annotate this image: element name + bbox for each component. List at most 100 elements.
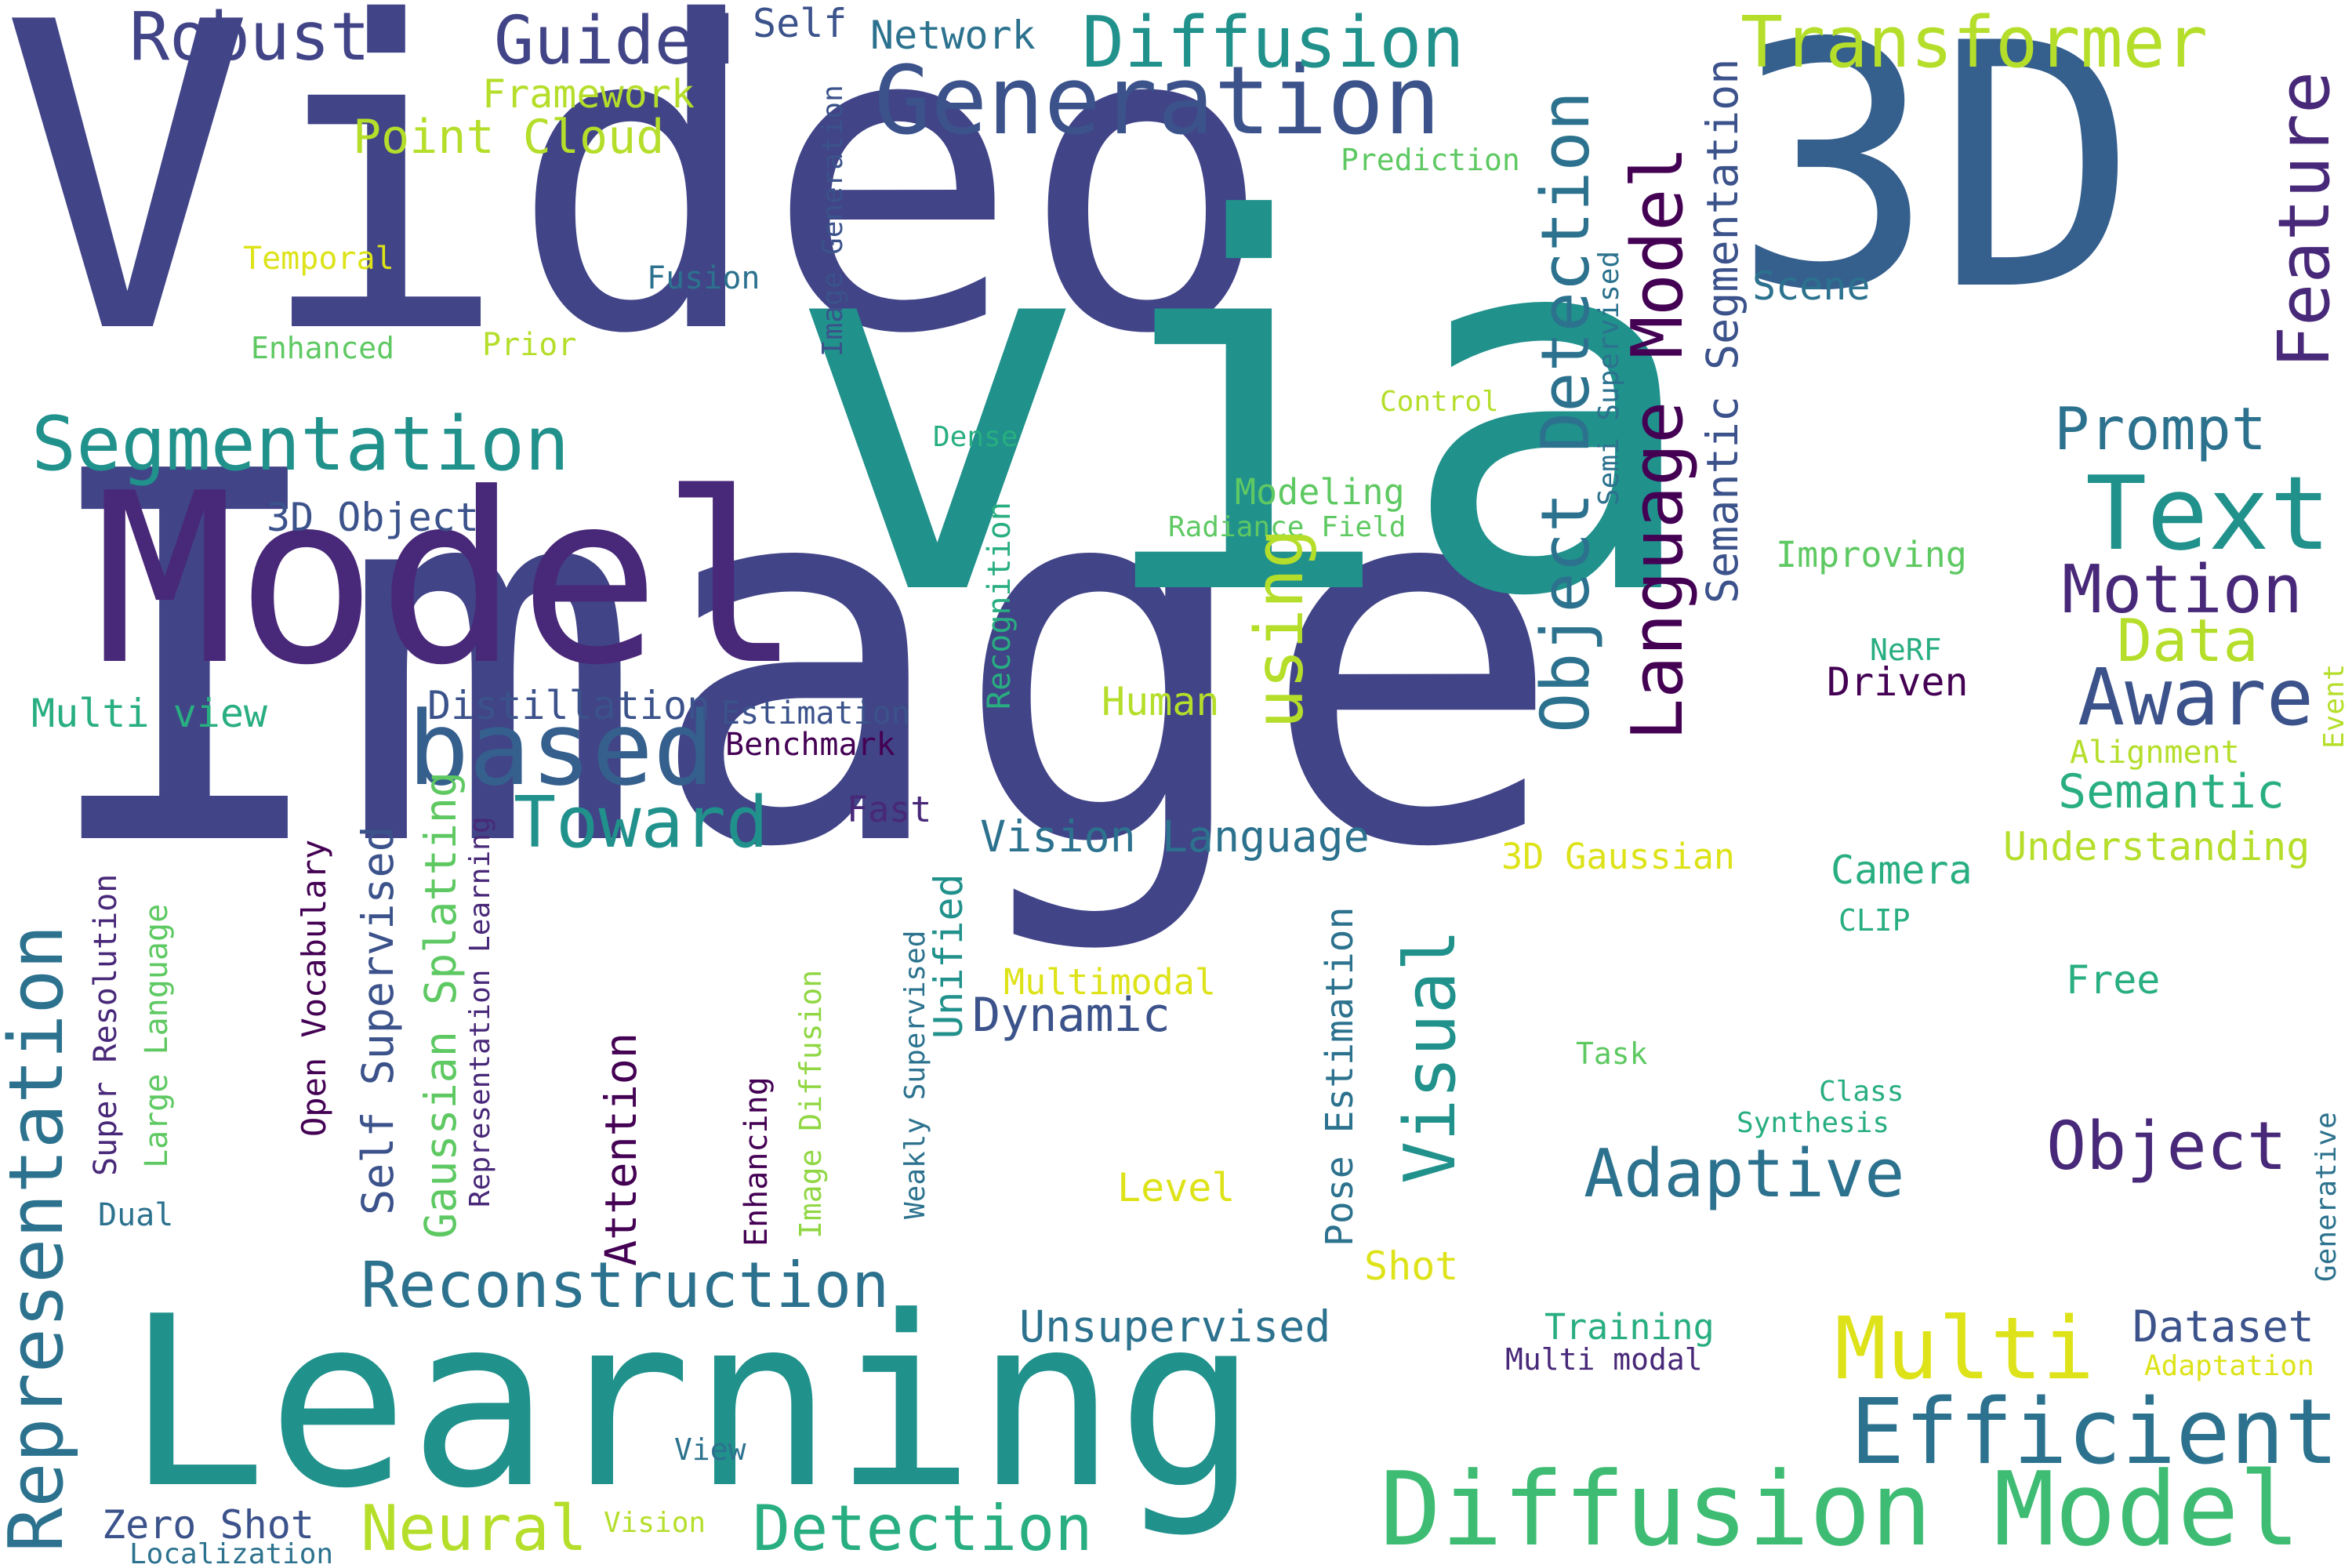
word-human: Human: [1102, 679, 1220, 724]
word-pose-estimation: Pose Estimation: [1318, 906, 1362, 1247]
word-understanding: Understanding: [2003, 824, 2310, 869]
word-feature: Feature: [2263, 71, 2346, 368]
word-vision-language: Vision Language: [980, 811, 1370, 862]
word-synthesis: Synthesis: [1737, 1107, 1890, 1139]
word-image-diffusion: Image Diffusion: [793, 969, 828, 1239]
word-transformer: Transformer: [1740, 2, 2209, 84]
word-reconstruction: Reconstruction: [361, 1249, 890, 1322]
word-attention: Attention: [596, 1032, 646, 1266]
word-training: Training: [1544, 1306, 1715, 1348]
word-fusion: Fusion: [647, 260, 760, 296]
word-benchmark: Benchmark: [725, 727, 895, 763]
word-network: Network: [870, 13, 1036, 58]
word-driven: Driven: [1827, 659, 1969, 705]
word-semi-supervised: Semi Supervised: [1593, 250, 1625, 506]
word-detection: Detection: [753, 1492, 1093, 1565]
word-data: Data: [2117, 606, 2259, 675]
word-image-generation: Image Generation: [817, 85, 849, 357]
word-improving: Improving: [1776, 534, 1967, 575]
word-generation: Generation: [874, 47, 1441, 156]
word-gaussian-splatting: Gaussian Splatting: [416, 771, 466, 1239]
word-dense: Dense: [933, 421, 1018, 453]
word-enhanced: Enhanced: [251, 331, 395, 365]
word-distillation: Distillation: [427, 683, 711, 728]
word-unified: Unified: [926, 873, 971, 1039]
word-toward: Toward: [514, 782, 769, 864]
word-dual: Dual: [98, 1197, 174, 1233]
word-semantic: Semantic: [2058, 764, 2285, 819]
word-prompt: Prompt: [2054, 394, 2267, 463]
word-3d-object: 3D Object: [267, 495, 479, 540]
word-neural: Neural: [361, 1492, 587, 1565]
word-using: using: [1241, 528, 1319, 729]
word-event: Event: [2318, 663, 2350, 749]
word-segmentation: Segmentation: [31, 401, 570, 488]
word-aware: Aware: [2078, 652, 2314, 743]
word-unsupervised: Unsupervised: [1019, 1301, 1331, 1352]
word-object-detection: Object Detection: [1527, 91, 1605, 733]
word-adaptive: Adaptive: [1584, 1135, 1905, 1213]
word-adaptation: Adaptation: [2144, 1350, 2314, 1382]
word-zero-shot: Zero Shot: [102, 1502, 314, 1548]
word-class: Class: [1819, 1076, 1904, 1108]
word-based: based: [408, 689, 715, 808]
word-radiance-field: Radiance Field: [1168, 511, 1406, 543]
word-clip: CLIP: [1838, 903, 1911, 938]
word-object: Object: [2046, 1108, 2288, 1185]
word-scene: Scene: [1752, 263, 1871, 309]
word-via: via: [784, 115, 1704, 708]
word-weakly-supervised: Weakly Supervised: [899, 930, 931, 1219]
word-view: View: [674, 1432, 746, 1467]
word-image: Image: [31, 366, 1566, 959]
word-representation-learning: Representation Learning: [464, 816, 496, 1208]
word-representation: Representation: [0, 924, 80, 1552]
word-level: Level: [1117, 1165, 1236, 1210]
word-control: Control: [1380, 386, 1499, 418]
word-semantic-segmentation: Semantic Segmentation: [1697, 58, 1748, 604]
word-3d-gaussian: 3D Gaussian: [1501, 836, 1736, 877]
word-model: Model: [94, 443, 803, 717]
word-prior: Prior: [482, 327, 577, 363]
word-dynamic: Dynamic: [972, 988, 1171, 1043]
word-prediction: Prediction: [1341, 143, 1520, 177]
word-recognition: Recognition: [982, 502, 1018, 710]
word-task: Task: [1576, 1036, 1648, 1071]
word-estimation: Estimation: [721, 695, 910, 731]
word-diffusion: Diffusion: [1082, 2, 1465, 84]
word-temporal: Temporal: [243, 241, 394, 277]
word-guided: Guided: [494, 2, 735, 80]
word-multi-modal: Multi modal: [1505, 1342, 1703, 1377]
word-self: Self: [753, 1, 848, 46]
word-motion: Motion: [2062, 551, 2303, 629]
word-multimodal: Multimodal: [1004, 961, 1216, 1003]
word-camera: Camera: [1831, 848, 1973, 893]
word-nerf: NeRF: [1870, 633, 1942, 667]
word-visual: Visual: [1389, 928, 1472, 1184]
word-vision: Vision: [604, 1507, 706, 1539]
word-fast: Fast: [847, 789, 932, 830]
word-shot: Shot: [1364, 1243, 1459, 1289]
word-modeling: Modeling: [1235, 471, 1405, 513]
word-enhancing: Enhancing: [739, 1076, 775, 1247]
word-learning: Learning: [125, 1266, 1258, 1540]
word-framework: Framework: [482, 71, 695, 117]
word-efficient: Efficient: [1850, 1380, 2339, 1485]
word-point-cloud: Point Cloud: [353, 110, 665, 165]
word-robust: Robust: [129, 0, 371, 76]
word-open-vocabulary: Open Vocabulary: [295, 839, 333, 1137]
word-multi: Multi: [1835, 1298, 2095, 1399]
word-text: Text: [2085, 454, 2332, 573]
word-self-supervised: Self Supervised: [353, 826, 403, 1215]
word-generative: Generative: [2310, 1112, 2343, 1282]
word-dataset: Dataset: [2132, 1301, 2314, 1352]
word-super-resolution: Super Resolution: [88, 873, 124, 1176]
word-video: Video: [0, 0, 1275, 426]
word-alignment: Alignment: [2070, 735, 2240, 771]
word-multi-view: Multi view: [31, 691, 268, 736]
word-localization: Localization: [129, 1538, 334, 1568]
word-3d: 3D: [1733, 0, 2139, 365]
word-free: Free: [2066, 957, 2161, 1003]
word-diffusion-model: Diffusion Model: [1380, 1450, 2300, 1568]
word-language-model: Language Model: [1617, 146, 1699, 741]
